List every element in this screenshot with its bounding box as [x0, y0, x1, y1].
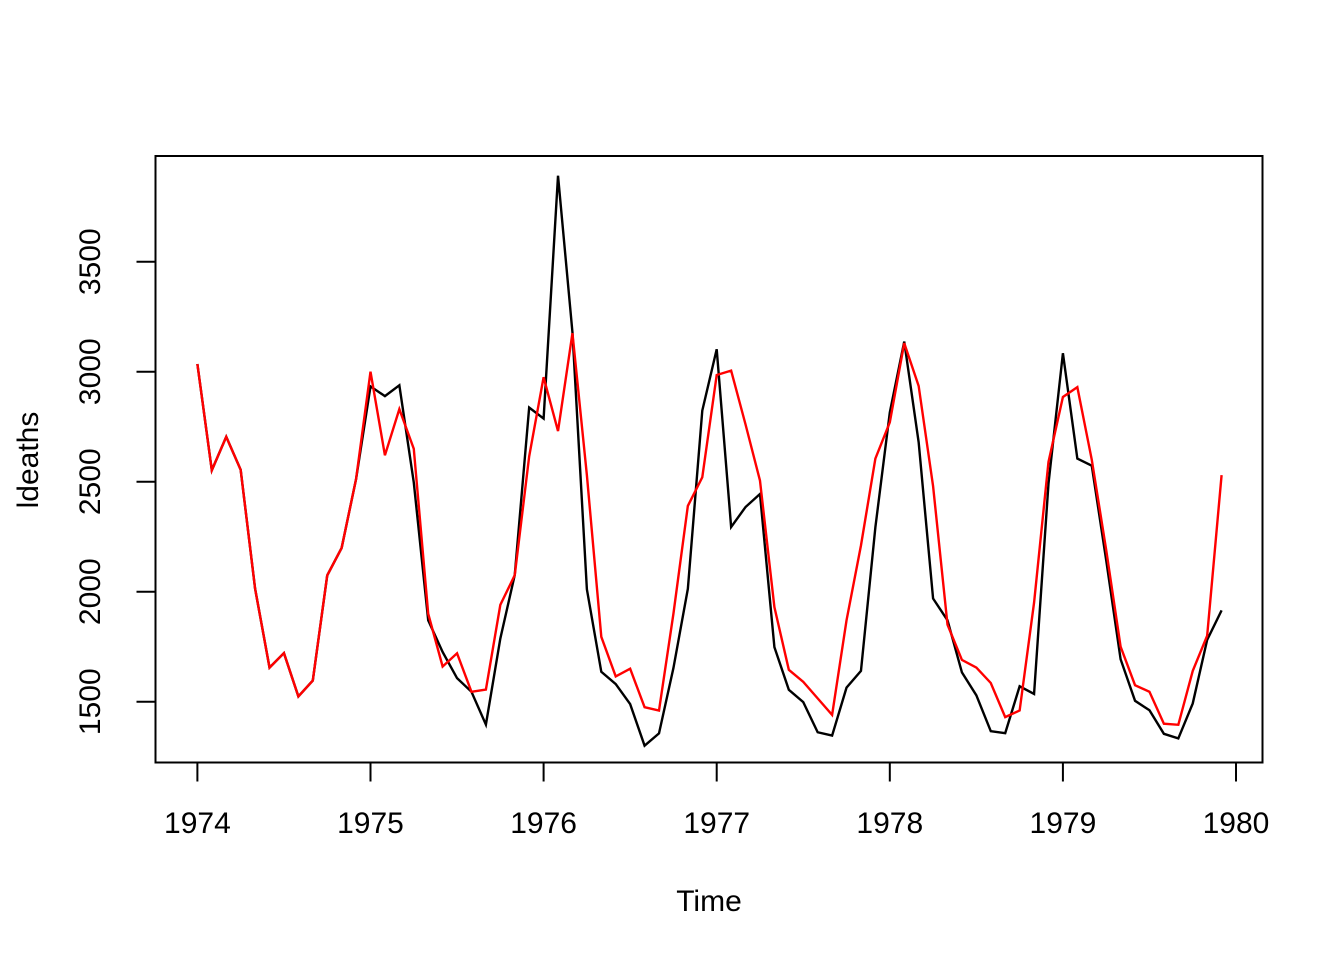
- y-tick-label: 3500: [74, 228, 107, 295]
- y-axis-title: ldeaths: [12, 412, 45, 509]
- x-tick-label: 1976: [510, 807, 577, 840]
- series-layer: [196, 175, 1223, 748]
- x-tick-label: 1979: [1030, 807, 1097, 840]
- x-tick-label: 1980: [1203, 807, 1270, 840]
- x-tick-label: 1974: [164, 807, 231, 840]
- axes-layer: 1974 1975 1976 1977 1978 1979 1980 1500 2000 2500…: [74, 155, 1270, 840]
- y-tick-label: 3000: [74, 338, 107, 405]
- x-tick-label: 1977: [683, 807, 750, 840]
- fitted-model-line: [196, 333, 1223, 727]
- plot-frame: [154, 155, 1264, 764]
- y-tick-label: 1500: [74, 668, 107, 735]
- y-tick-label: 2000: [74, 558, 107, 625]
- x-tick-label: 1975: [337, 807, 404, 840]
- ldeaths-observed-line: [196, 175, 1223, 748]
- x-tick-label: 1978: [856, 807, 923, 840]
- x-axis-title: Time: [676, 885, 742, 918]
- y-tick-label: 2500: [74, 448, 107, 515]
